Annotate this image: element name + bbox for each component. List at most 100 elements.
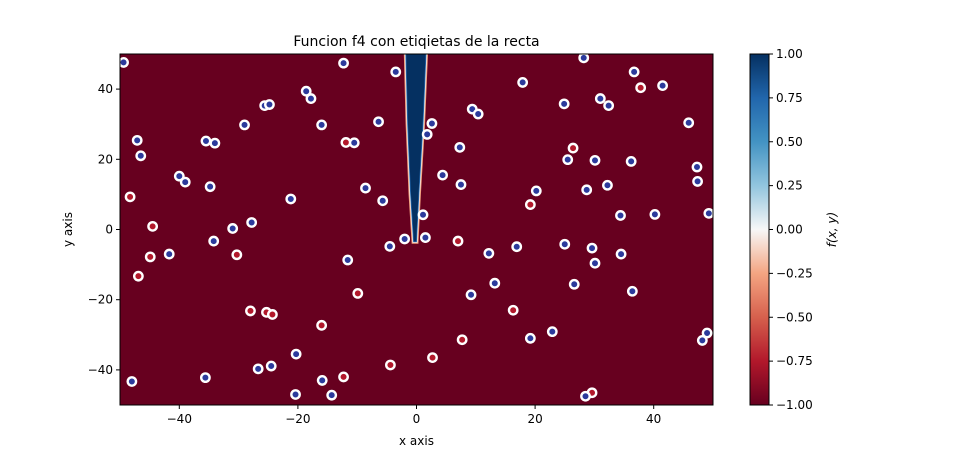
point-positive (135, 150, 147, 162)
y-axis-label: y axis (61, 212, 75, 247)
point-negative (132, 270, 144, 282)
point-positive (199, 372, 211, 384)
point-positive (399, 233, 411, 245)
point-positive (602, 179, 613, 191)
point-positive (246, 217, 258, 228)
point-negative (456, 334, 468, 346)
point-positive (626, 285, 638, 297)
point-positive (558, 98, 570, 110)
point-negative (507, 304, 519, 316)
point-positive (265, 360, 277, 372)
point-positive (489, 277, 501, 289)
point-positive (589, 257, 601, 269)
point-negative (231, 249, 243, 261)
point-positive (628, 66, 640, 78)
point-negative (245, 305, 256, 317)
point-positive (578, 54, 590, 64)
x-tick-label: −40 (167, 412, 192, 426)
colorbar-label: f(x, y) (825, 212, 839, 247)
colorbar-tick-label: −0.50 (776, 310, 813, 324)
point-positive (615, 248, 627, 260)
point-positive (524, 332, 536, 344)
point-negative (452, 235, 464, 247)
colorbar-tick-label: 1.00 (776, 47, 803, 61)
point-positive (131, 134, 143, 146)
point-positive (305, 93, 317, 104)
point-positive (390, 66, 402, 78)
point-positive (562, 154, 574, 166)
point-positive (316, 375, 328, 386)
point-positive (290, 348, 302, 360)
point-positive (421, 128, 433, 140)
y-axis: −40 −20 0 20 40 (88, 82, 120, 377)
field-band (403, 54, 428, 244)
scatter-points (120, 54, 713, 402)
point-positive (472, 108, 484, 120)
point-positive (163, 248, 175, 260)
point-positive (200, 135, 212, 147)
y-tick-label: −20 (88, 293, 113, 307)
point-positive (703, 207, 713, 219)
point-positive (559, 238, 571, 250)
point-positive (417, 209, 429, 221)
plot-area (119, 53, 714, 406)
point-positive (568, 278, 580, 290)
point-positive (348, 137, 360, 149)
point-positive (338, 57, 349, 69)
point-positive (316, 119, 328, 131)
point-positive (342, 254, 354, 266)
point-positive (426, 118, 438, 129)
point-positive (580, 390, 591, 402)
colorbar-tick-label: −0.25 (776, 266, 813, 280)
y-tick-label: −40 (88, 363, 113, 377)
point-positive (701, 327, 713, 339)
point-negative (124, 191, 136, 203)
colorbar-gradient (750, 54, 769, 405)
point-positive (615, 210, 626, 221)
point-positive (360, 182, 371, 194)
point-positive (204, 181, 216, 193)
point-negative (567, 142, 579, 154)
point-positive (264, 99, 275, 110)
colorbar-tick-label: −1.00 (776, 398, 813, 412)
x-tick-label: 20 (527, 412, 542, 426)
colorbar: −1.00 −0.75 −0.50 −0.25 0.00 0.25 0.50 0.75 1.00… (749, 47, 839, 412)
point-positive (290, 389, 301, 400)
point-positive (384, 240, 396, 252)
point-positive (227, 223, 239, 234)
point-positive (696, 335, 708, 346)
point-positive (683, 117, 695, 129)
band-core (405, 54, 427, 243)
point-positive (625, 156, 637, 167)
colorbar-tick-label: −0.75 (776, 354, 813, 368)
point-negative (147, 220, 159, 232)
point-negative (267, 309, 278, 320)
point-positive (589, 154, 601, 166)
point-positive (692, 176, 703, 187)
point-positive (285, 193, 297, 205)
point-positive (691, 161, 703, 173)
point-positive (209, 137, 221, 149)
point-positive (465, 289, 477, 301)
point-positive (173, 170, 185, 182)
point-negative (427, 352, 438, 364)
point-positive (179, 176, 191, 188)
point-negative (352, 287, 364, 299)
x-tick-label: 40 (646, 412, 661, 426)
point-positive (377, 195, 389, 207)
point-positive (126, 376, 138, 387)
y-tick-label: 0 (105, 223, 113, 237)
point-negative (524, 199, 536, 210)
point-positive (326, 389, 338, 401)
point-negative (144, 251, 156, 263)
point-positive (546, 326, 558, 338)
point-negative (338, 371, 349, 383)
point-positive (594, 93, 606, 104)
point-positive (511, 241, 523, 253)
x-axis-label: x axis (399, 434, 434, 448)
point-positive (517, 77, 529, 88)
point-positive (649, 209, 661, 220)
colorbar-tick-label: 0.50 (776, 135, 803, 149)
colorbar-ticks: −1.00 −0.75 −0.50 −0.25 0.00 0.25 0.50 0.75 1.00 (769, 47, 813, 412)
